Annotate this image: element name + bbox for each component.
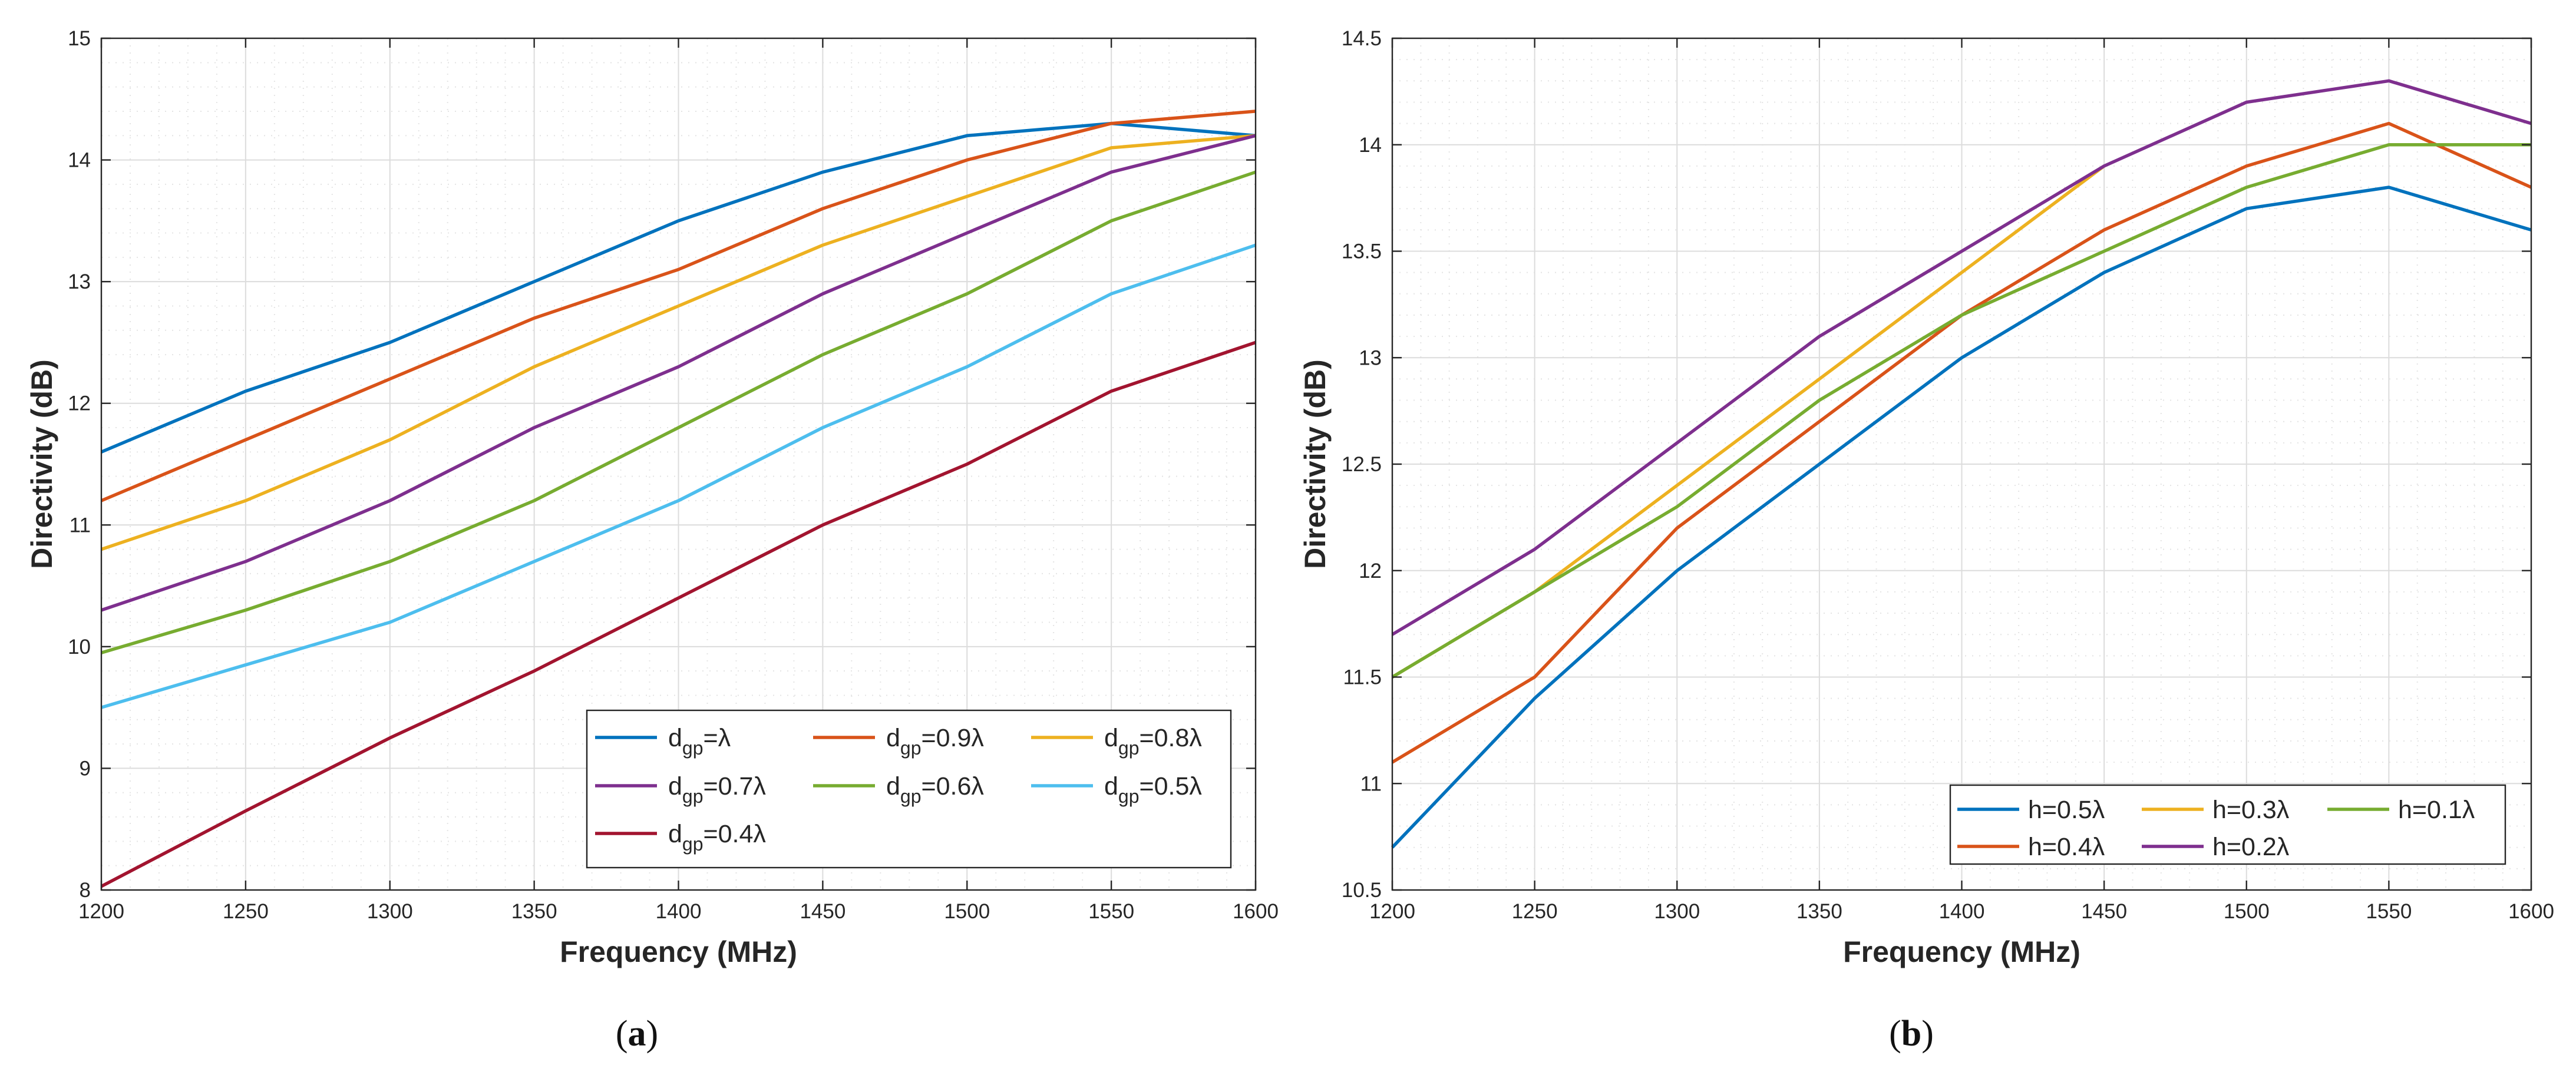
legend-label: dgp=0.4λ xyxy=(668,820,766,855)
legend-item: dgp=0.4λ xyxy=(595,820,766,855)
x-tick-label: 1600 xyxy=(1233,900,1279,923)
y-axis-label: Directivity (dB) xyxy=(1299,359,1332,569)
x-tick-label: 1200 xyxy=(1369,900,1415,923)
x-axis-label: Frequency (MHz) xyxy=(1843,935,2080,968)
y-tick-label: 12.5 xyxy=(1342,453,1382,476)
x-tick-label: 1350 xyxy=(511,900,557,923)
panel-a: 1200 1250 1300 1350 1400 1450 1500 1550 1600 8 9 10… xyxy=(25,27,1279,1054)
series-line-a-4 xyxy=(101,170,1256,654)
x-tick-label: 1450 xyxy=(2081,900,2127,923)
legend-label: h=0.5λ xyxy=(2028,796,2105,824)
legend-box xyxy=(586,709,1232,869)
legend-label: h=0.1λ xyxy=(2398,796,2475,824)
minor-grid xyxy=(1392,38,2531,890)
series-line-a-2 xyxy=(101,134,1256,551)
panel-b: 1200 1250 1300 1350 1400 1450 1500 1550 1600 10.5… xyxy=(1299,27,2554,1054)
x-tick-label: 1300 xyxy=(367,900,413,923)
series-line-b-4 xyxy=(1391,143,2531,679)
x-axis-label: Frequency (MHz) xyxy=(560,935,797,968)
legend-label: dgp=0.8λ xyxy=(1104,724,1202,759)
y-tick-label: 11 xyxy=(70,514,91,537)
x-tick-label: 1550 xyxy=(1088,900,1134,923)
legend-item: dgp=λ xyxy=(595,724,731,759)
legend-item: dgp=0.9λ xyxy=(813,724,984,759)
series-group xyxy=(1391,79,2532,849)
y-tick-label: 13.5 xyxy=(1342,240,1382,263)
y-tick-label: 13 xyxy=(68,270,91,293)
legend-item: dgp=0.8λ xyxy=(1031,724,1202,759)
y-tick-label: 9 xyxy=(80,757,91,780)
x-tick-label: 1500 xyxy=(2224,900,2270,923)
x-tick-label: 1200 xyxy=(78,900,124,923)
legend-item: dgp=0.7λ xyxy=(595,772,766,807)
series-line-b-0 xyxy=(1391,186,2532,849)
y-tick-label: 10.5 xyxy=(1342,879,1382,902)
legend-item: dgp=0.5λ xyxy=(1031,772,1202,807)
legend-label: dgp=0.9λ xyxy=(886,724,984,759)
legend-label: dgp=0.5λ xyxy=(1104,772,1202,807)
series-line-a-5 xyxy=(101,243,1256,709)
y-tick-label: 14 xyxy=(1359,134,1382,157)
x-tick-label: 1600 xyxy=(2508,900,2554,923)
y-tick-label: 8 xyxy=(80,879,91,902)
legend-item: h=0.5λ xyxy=(1957,796,2105,824)
y-axis-label: Directivity (dB) xyxy=(25,359,58,569)
series-line-a-0 xyxy=(100,121,1256,454)
x-tick-label: 1250 xyxy=(1512,900,1558,923)
y-tick-label: 13 xyxy=(1359,346,1382,369)
legend-item: h=0.2λ xyxy=(2142,833,2290,861)
ticks: 1200 1250 1300 1350 1400 1450 1500 1550 1600 8 9 10… xyxy=(68,27,1279,923)
legend: dgp=λ dgp=0.9λ dgp=0.8λ dgp=0.7λ dgp=0.6λ dgp… xyxy=(586,709,1232,869)
legend-item: dgp=0.6λ xyxy=(813,772,984,807)
x-tick-label: 1250 xyxy=(223,900,269,923)
legend-label: dgp=λ xyxy=(668,724,731,759)
y-tick-label: 12 xyxy=(1359,560,1382,583)
legend-label: dgp=0.7λ xyxy=(668,772,766,807)
series-line-a-3 xyxy=(101,134,1256,612)
legend: h=0.5λ h=0.4λ h=0.3λ h=0.2λ h=0.1λ xyxy=(1949,784,2506,865)
legend-label: dgp=0.6λ xyxy=(886,772,984,807)
y-tick-label: 12 xyxy=(68,392,91,415)
series-line-a-1 xyxy=(100,110,1256,502)
x-tick-label: 1350 xyxy=(1796,900,1842,923)
x-tick-label: 1500 xyxy=(944,900,990,923)
y-tick-label: 11.5 xyxy=(1343,666,1382,689)
ticks: 1200 1250 1300 1350 1400 1450 1500 1550 1600 10.5… xyxy=(1342,27,2554,923)
legend-item: h=0.4λ xyxy=(1957,833,2105,861)
legend-box xyxy=(1949,784,2506,865)
legend-label: h=0.4λ xyxy=(2028,833,2105,861)
y-tick-label: 10 xyxy=(68,636,91,659)
y-tick-label: 15 xyxy=(68,27,91,50)
legend-label: h=0.2λ xyxy=(2212,833,2290,861)
y-tick-label: 14.5 xyxy=(1342,27,1382,50)
legend-label: h=0.3λ xyxy=(2212,796,2290,824)
panel-caption: (b) xyxy=(1889,1014,1934,1054)
x-tick-label: 1400 xyxy=(1939,900,1985,923)
panel-caption: (a) xyxy=(616,1014,658,1054)
x-tick-label: 1450 xyxy=(800,900,846,923)
x-tick-label: 1400 xyxy=(656,900,702,923)
y-tick-label: 11 xyxy=(1360,772,1382,795)
series-group xyxy=(100,110,1256,888)
x-tick-label: 1550 xyxy=(2366,900,2412,923)
series-line-b-3 xyxy=(1391,79,2532,636)
legend-item: h=0.1λ xyxy=(2327,796,2475,824)
y-tick-label: 14 xyxy=(68,149,91,172)
x-tick-label: 1300 xyxy=(1654,900,1700,923)
legend-item: h=0.3λ xyxy=(2142,796,2290,824)
series-line-a-6 xyxy=(100,340,1256,888)
